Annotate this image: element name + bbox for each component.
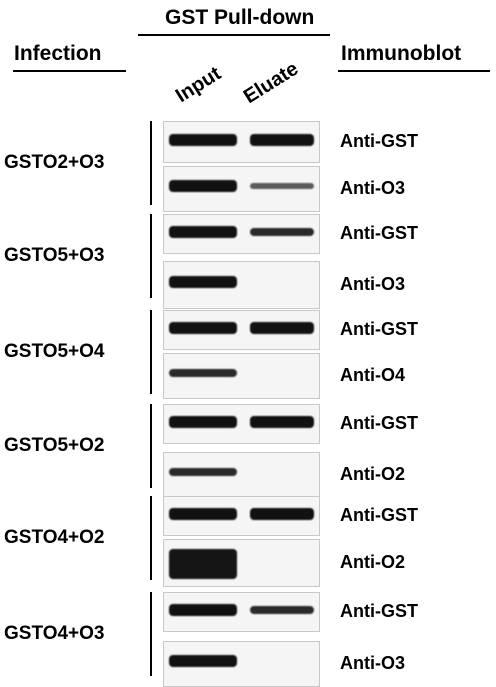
input-band [169,276,237,288]
condition-label: GSTO5+O3 [4,245,105,266]
lane-label-input: Input [171,62,225,108]
group-bracket-line [150,496,152,580]
eluate-band [250,416,314,428]
blot-strip [163,592,320,632]
blot-strip [163,214,320,254]
input-band [169,369,237,377]
input-band [169,655,237,667]
immunoblot-header-rule [338,70,490,72]
blot-strip [163,261,320,309]
blot-strip [163,452,320,498]
antibody-label: Anti-GST [340,413,418,433]
blot-strip [163,310,320,350]
group-bracket-line [150,121,152,205]
condition-label: GSTO2+O3 [4,152,105,173]
antibody-label: Anti-O3 [340,178,405,198]
group-bracket-line [150,310,152,394]
condition-label: GSTO5+O4 [4,341,105,362]
condition-label: GSTO5+O2 [4,435,105,456]
blot-strip [163,641,320,687]
antibody-label: Anti-GST [340,505,418,525]
antibody-label: Anti-O3 [340,274,405,294]
eluate-band [250,134,314,146]
input-band [169,134,237,146]
blot-strip [163,539,320,587]
antibody-label: Anti-GST [340,601,418,621]
input-band [169,549,237,579]
blot-strip [163,166,320,212]
eluate-band [250,508,314,520]
antibody-label: Anti-GST [340,319,418,339]
input-band [169,180,237,192]
eluate-band [250,606,314,614]
blot-strip [163,496,320,536]
blot-strip [163,121,320,163]
blot-strip [163,404,320,444]
condition-label: GSTO4+O2 [4,527,105,548]
pulldown-header-rule [138,34,330,36]
eluate-band [250,322,314,334]
input-band [169,604,237,616]
antibody-label: Anti-O2 [340,464,405,484]
pulldown-header: GST Pull-down [165,6,315,29]
input-band [169,468,237,476]
blot-strip [163,353,320,399]
input-band [169,416,237,428]
antibody-label: Anti-O3 [340,653,405,673]
eluate-band [250,183,314,189]
group-bracket-line [150,404,152,488]
infection-header: Infection [14,42,102,65]
antibody-label: Anti-O2 [340,552,405,572]
eluate-band [250,228,314,236]
antibody-label: Anti-GST [340,131,418,151]
antibody-label: Anti-O4 [340,365,405,385]
condition-label: GSTO4+O3 [4,623,105,644]
input-band [169,226,237,238]
group-bracket-line [150,214,152,298]
input-band [169,322,237,334]
antibody-label: Anti-GST [340,223,418,243]
immunoblot-header: Immunoblot [341,42,462,65]
lane-label-eluate: Eluate [239,57,303,109]
group-bracket-line [150,592,152,676]
input-band [169,508,237,520]
infection-header-rule [13,70,126,72]
